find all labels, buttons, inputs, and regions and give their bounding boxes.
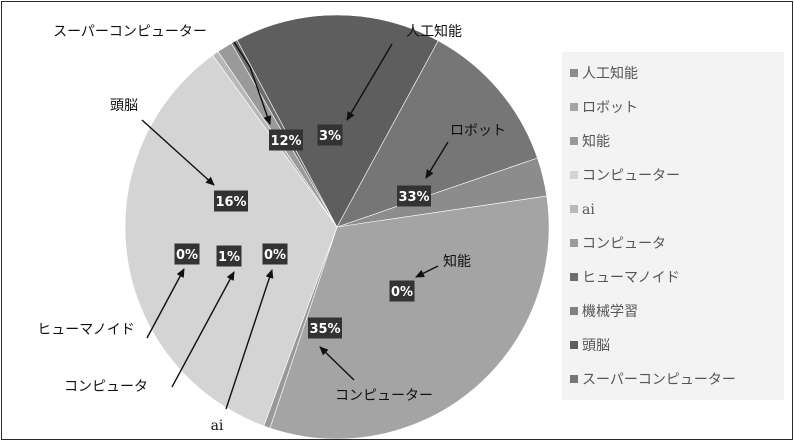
legend-swatch bbox=[570, 273, 578, 281]
legend-label: コンピューター bbox=[582, 168, 680, 184]
legend-label: 頭脳 bbox=[582, 338, 610, 354]
value-label: 0% bbox=[174, 243, 200, 265]
legend-label: ロボット bbox=[582, 100, 638, 116]
value-label-box bbox=[317, 124, 343, 146]
legend-item: ヒューマノイド bbox=[570, 268, 680, 288]
annotation-label: コンピューター bbox=[335, 388, 433, 404]
legend-item: 機械学習 bbox=[570, 302, 638, 322]
legend-label: コンピュータ bbox=[582, 236, 666, 252]
legend-item: ロボット bbox=[570, 98, 638, 118]
annotation-arrow bbox=[225, 269, 274, 410]
value-label-box bbox=[174, 243, 200, 265]
value-label: 35% bbox=[308, 317, 342, 339]
value-label: 3% bbox=[317, 124, 343, 146]
legend-swatch bbox=[570, 341, 578, 349]
legend-swatch bbox=[570, 239, 578, 247]
value-label-box bbox=[397, 185, 431, 207]
annotation-arrow bbox=[146, 268, 185, 339]
value-label: 12% bbox=[269, 129, 303, 151]
value-label-box bbox=[262, 243, 288, 265]
pie-slice bbox=[236, 14, 439, 228]
legend-label: スーパーコンピューター bbox=[582, 372, 736, 388]
legend-swatch bbox=[570, 307, 578, 315]
value-label-text: 0% bbox=[391, 285, 413, 300]
legend-swatch bbox=[570, 69, 578, 77]
value-label: 33% bbox=[397, 185, 431, 207]
legend: 人工知能 ロボット 知能 コンピューター ai コンピュータ ヒューマノイド 機… bbox=[562, 52, 784, 400]
legend-label: 知能 bbox=[582, 134, 610, 150]
annotation-arrow bbox=[319, 346, 355, 381]
value-label: 1% bbox=[216, 245, 242, 267]
annotation-arrow bbox=[346, 43, 393, 121]
value-label: 16% bbox=[214, 190, 248, 212]
legend-item: 頭脳 bbox=[570, 336, 610, 356]
annotation-arrow bbox=[141, 119, 215, 186]
annotation-label: 人工知能 bbox=[406, 23, 462, 40]
pie-slice bbox=[124, 54, 338, 427]
annotation-label: コンピュータ bbox=[64, 379, 148, 395]
legend-label: 機械学習 bbox=[582, 304, 638, 320]
legend-item: ai bbox=[570, 200, 595, 220]
annotation-label: ai bbox=[211, 418, 224, 434]
value-label-box bbox=[389, 280, 415, 302]
annotation-arrow bbox=[415, 265, 439, 278]
legend-item: コンピューター bbox=[570, 166, 680, 186]
legend-swatch bbox=[570, 205, 578, 213]
value-label-text: 3% bbox=[319, 129, 341, 144]
legend-item: スーパーコンピューター bbox=[570, 370, 736, 390]
value-label-text: 1% bbox=[218, 250, 240, 265]
value-label-text: 0% bbox=[176, 248, 198, 263]
pie-slice bbox=[336, 40, 538, 228]
value-label-box bbox=[214, 190, 248, 212]
annotation-arrow bbox=[171, 271, 235, 388]
value-label: 0% bbox=[389, 280, 415, 302]
value-label: 0% bbox=[262, 243, 288, 265]
value-label-text: 12% bbox=[270, 134, 301, 149]
value-label-text: 33% bbox=[398, 190, 429, 205]
value-label-text: 16% bbox=[215, 195, 246, 210]
value-label-text: 35% bbox=[309, 322, 340, 337]
annotation-label: ロボット bbox=[450, 123, 506, 139]
legend-label: 人工知能 bbox=[582, 66, 638, 82]
legend-item: 人工知能 bbox=[570, 64, 638, 84]
annotation-label: 知能 bbox=[443, 253, 471, 270]
annotation-arrow bbox=[233, 41, 272, 125]
value-label-text: 0% bbox=[264, 248, 286, 263]
annotation-label: スーパーコンピューター bbox=[53, 24, 207, 40]
legend-item: 知能 bbox=[570, 132, 610, 152]
pie-slice bbox=[269, 195, 550, 439]
value-label-box bbox=[308, 317, 342, 339]
annotation-arrow bbox=[425, 141, 449, 179]
legend-swatch bbox=[570, 375, 578, 383]
legend-swatch bbox=[570, 137, 578, 145]
value-label-box bbox=[269, 129, 303, 151]
legend-swatch bbox=[570, 103, 578, 111]
legend-item: コンピュータ bbox=[570, 234, 666, 254]
legend-swatch bbox=[570, 171, 578, 179]
annotation-label: ヒューマノイド bbox=[37, 322, 135, 338]
legend-label: ai bbox=[582, 202, 595, 218]
annotation-label: 頭脳 bbox=[110, 98, 138, 114]
legend-label: ヒューマノイド bbox=[582, 270, 680, 286]
value-label-box bbox=[216, 245, 242, 267]
